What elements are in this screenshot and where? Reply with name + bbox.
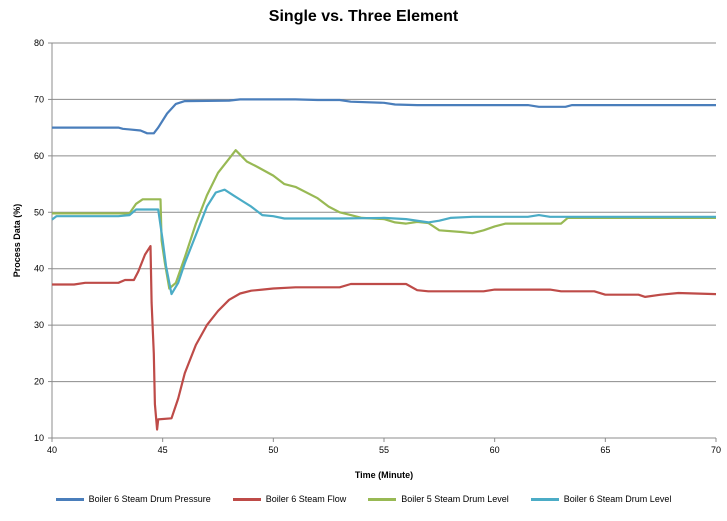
legend-swatch (55, 497, 84, 501)
legend-item-2: Boiler 6 Steam Flow (232, 494, 347, 504)
legend-swatch (368, 497, 397, 501)
y-tick-label: 80 (34, 38, 44, 48)
legend-swatch (530, 497, 559, 501)
tick-labels: 10 20 30 40 50 60 70 80 40 45 50 55 60 65 70 (34, 38, 721, 455)
y-tick-label: 10 (34, 433, 44, 443)
chart-title: Single vs. Three Element (268, 8, 459, 25)
grid-lines (52, 42, 716, 383)
legend-label: Boiler 6 Steam Drum Level (563, 494, 672, 504)
legend-label: Boiler 6 Steam Flow (265, 494, 347, 504)
x-tick-label: 60 (490, 445, 500, 455)
y-tick-label: 40 (34, 264, 44, 274)
series-line-4 (51, 188, 716, 296)
legend-item-3: Boiler 5 Steam Drum Level (368, 494, 509, 504)
chart-legend: Boiler 6 Steam Drum Pressure Boiler 6 Ste… (0, 494, 727, 504)
x-tick-label: 55 (379, 445, 389, 455)
x-tick-label: 40 (47, 445, 57, 455)
y-tick-label: 20 (34, 377, 44, 387)
y-axis-title: Process Data (%) (12, 204, 22, 278)
series-lines (51, 98, 717, 431)
legend-swatch (232, 497, 261, 501)
x-tick-label: 50 (268, 445, 278, 455)
y-tick-label: 30 (34, 320, 44, 330)
series-line-2 (52, 245, 717, 431)
y-tick-label: 60 (34, 151, 44, 161)
x-axis-title: Time (Minute) (355, 470, 413, 480)
legend-label: Boiler 6 Steam Drum Pressure (88, 494, 211, 504)
series-line-1 (52, 98, 716, 135)
x-tick-label: 70 (711, 445, 721, 455)
y-tick-label: 50 (34, 207, 44, 217)
axes (48, 42, 717, 442)
x-tick-label: 65 (600, 445, 610, 455)
x-tick-label: 45 (158, 445, 168, 455)
y-tick-label: 70 (34, 94, 44, 104)
legend-label: Boiler 5 Steam Drum Level (401, 494, 509, 504)
legend-item-4: Boiler 6 Steam Drum Level (530, 494, 672, 504)
legend-item-1: Boiler 6 Steam Drum Pressure (55, 494, 211, 504)
